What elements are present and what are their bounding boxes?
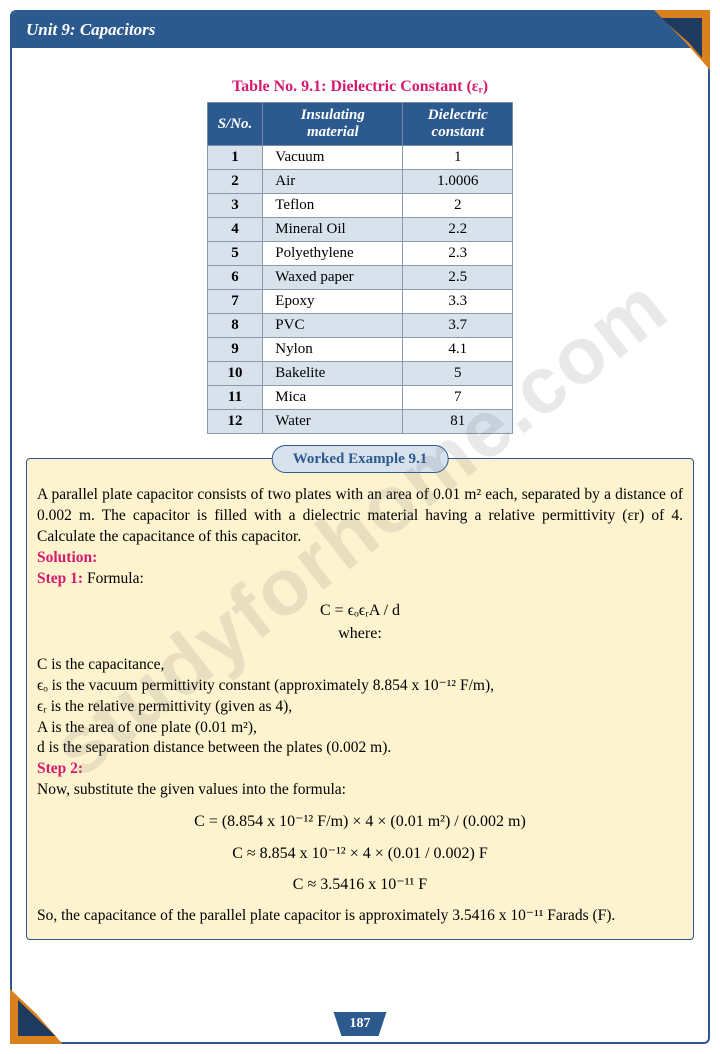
- dielectric-table: S/No. Insulating material Dielectric con…: [207, 102, 514, 434]
- page-frame: Unit 9: Capacitors Table No. 9.1: Dielec…: [10, 10, 710, 1044]
- cell-material: Epoxy: [263, 290, 403, 314]
- step2-label: Step 2:: [37, 759, 683, 780]
- table-title: Table No. 9.1: Dielectric Constant (εᵣ): [24, 78, 696, 96]
- def-1: ϵₒ is the vacuum permittivity constant (…: [37, 676, 683, 697]
- table-row: 6Waxed paper2.5: [207, 266, 513, 290]
- def-0: C is the capacitance,: [37, 655, 683, 676]
- cell-material: Teflon: [263, 194, 403, 218]
- table-row: 7Epoxy3.3: [207, 290, 513, 314]
- cell-value: 3.7: [403, 314, 513, 338]
- cell-sno: 8: [207, 314, 263, 338]
- page-number-badge: 187: [334, 1012, 387, 1036]
- cell-value: 2.5: [403, 266, 513, 290]
- cell-material: Water: [263, 410, 403, 434]
- cell-sno: 10: [207, 362, 263, 386]
- table-row: 8PVC3.7: [207, 314, 513, 338]
- where-label: where:: [37, 623, 683, 645]
- table-row: 5Polyethylene2.3: [207, 242, 513, 266]
- def-3: A is the area of one plate (0.01 m²),: [37, 718, 683, 739]
- col-material: Insulating material: [263, 103, 403, 146]
- corner-decoration-bl: [10, 989, 85, 1044]
- table-body: 1Vacuum12Air1.00063Teflon24Mineral Oil2.…: [207, 146, 513, 434]
- calc3: C ≈ 3.5416 x 10⁻¹¹ F: [37, 874, 683, 896]
- cell-value: 2.2: [403, 218, 513, 242]
- problem-text: A parallel plate capacitor consists of t…: [37, 485, 683, 548]
- step1: Step 1: Formula:: [37, 569, 683, 590]
- cell-sno: 6: [207, 266, 263, 290]
- formula-main: C = ϵₒϵᵣA / d: [37, 600, 683, 622]
- calc2: C ≈ 8.854 x 10⁻¹² × 4 × (0.01 / 0.002) F: [37, 843, 683, 865]
- unit-header: Unit 9: Capacitors: [12, 12, 708, 48]
- def-2: ϵᵣ is the relative permittivity (given a…: [37, 697, 683, 718]
- cell-material: Vacuum: [263, 146, 403, 170]
- cell-value: 4.1: [403, 338, 513, 362]
- cell-material: Mica: [263, 386, 403, 410]
- worked-example-label: Worked Example 9.1: [272, 445, 449, 473]
- step2-text: Now, substitute the given values into th…: [37, 780, 683, 801]
- cell-value: 2: [403, 194, 513, 218]
- cell-value: 5: [403, 362, 513, 386]
- worked-example-box: Worked Example 9.1 A parallel plate capa…: [26, 458, 694, 940]
- cell-material: Waxed paper: [263, 266, 403, 290]
- table-row: 9Nylon4.1: [207, 338, 513, 362]
- cell-material: Polyethylene: [263, 242, 403, 266]
- step1-text: Formula:: [83, 570, 144, 587]
- table-row: 12Water81: [207, 410, 513, 434]
- table-row: 11Mica7: [207, 386, 513, 410]
- table-row: 3Teflon2: [207, 194, 513, 218]
- step1-label: Step 1:: [37, 570, 83, 587]
- col-sno: S/No.: [207, 103, 263, 146]
- cell-value: 3.3: [403, 290, 513, 314]
- cell-sno: 5: [207, 242, 263, 266]
- cell-sno: 12: [207, 410, 263, 434]
- page-content: Table No. 9.1: Dielectric Constant (εᵣ) …: [12, 48, 708, 940]
- cell-value: 81: [403, 410, 513, 434]
- cell-sno: 7: [207, 290, 263, 314]
- table-row: 1Vacuum1: [207, 146, 513, 170]
- table-row: 4Mineral Oil2.2: [207, 218, 513, 242]
- table-row: 10Bakelite5: [207, 362, 513, 386]
- cell-sno: 9: [207, 338, 263, 362]
- cell-sno: 3: [207, 194, 263, 218]
- cell-material: Mineral Oil: [263, 218, 403, 242]
- cell-sno: 2: [207, 170, 263, 194]
- cell-value: 1.0006: [403, 170, 513, 194]
- cell-value: 2.3: [403, 242, 513, 266]
- page-number-container: 187: [334, 1012, 387, 1036]
- table-row: 2Air1.0006: [207, 170, 513, 194]
- cell-sno: 1: [207, 146, 263, 170]
- cell-material: Air: [263, 170, 403, 194]
- cell-sno: 4: [207, 218, 263, 242]
- cell-sno: 11: [207, 386, 263, 410]
- solution-label: Solution:: [37, 548, 683, 569]
- cell-value: 7: [403, 386, 513, 410]
- calc1: C = (8.854 x 10⁻¹² F/m) × 4 × (0.01 m²) …: [37, 811, 683, 833]
- cell-material: Bakelite: [263, 362, 403, 386]
- def-4: d is the separation distance between the…: [37, 738, 683, 759]
- cell-material: PVC: [263, 314, 403, 338]
- col-constant: Dielectric constant: [403, 103, 513, 146]
- conclusion: So, the capacitance of the parallel plat…: [37, 906, 683, 927]
- page-number: 187: [350, 1016, 371, 1032]
- cell-value: 1: [403, 146, 513, 170]
- cell-material: Nylon: [263, 338, 403, 362]
